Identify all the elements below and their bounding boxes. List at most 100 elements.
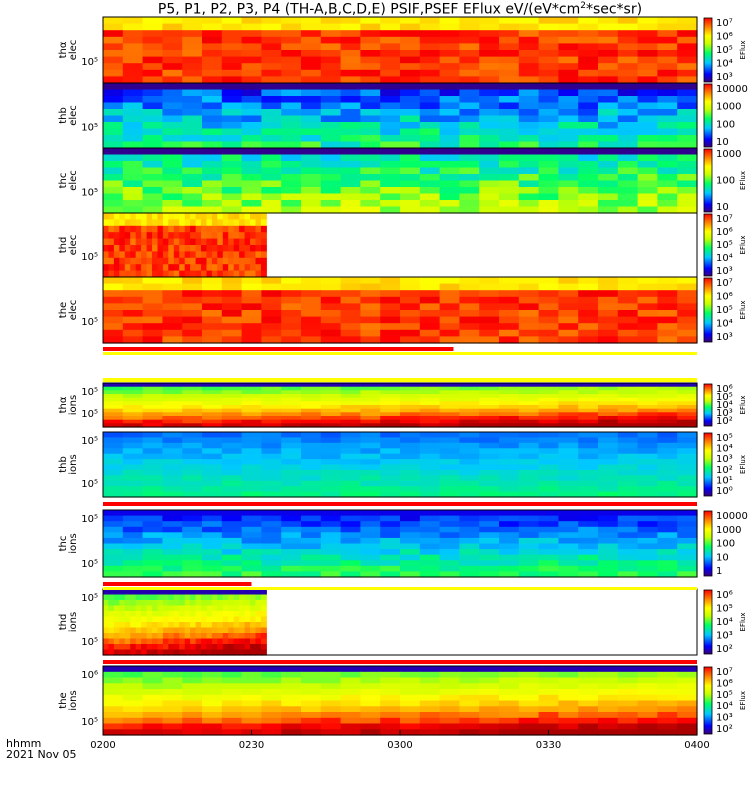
spectrogram-cell — [637, 30, 658, 38]
spectrogram-cell — [360, 76, 381, 84]
spectrogram-cell — [538, 336, 559, 344]
spectrogram-cell — [380, 329, 401, 337]
spectrogram-cell — [142, 193, 163, 201]
spectrogram-cell — [162, 167, 183, 175]
spectrogram-cell — [657, 412, 678, 417]
spectrogram-cell — [124, 627, 131, 634]
spectrogram-cell — [206, 264, 213, 272]
spectrogram-cell — [538, 200, 559, 208]
spectrogram-cell — [201, 594, 207, 601]
spectrogram-cell — [261, 63, 282, 71]
spectrogram-cell — [400, 180, 421, 188]
spectrogram-cell — [202, 677, 223, 684]
spectrogram-cell — [201, 270, 207, 278]
spectrogram-cell — [558, 412, 579, 417]
spectrogram-cell — [578, 723, 599, 730]
spectrogram-cell — [538, 115, 559, 123]
spectrogram-cell — [320, 56, 342, 64]
spectrogram-cell — [301, 475, 322, 482]
spectrogram-cell — [255, 264, 262, 272]
spectrogram-cell — [221, 515, 243, 522]
spectrogram-cell — [255, 616, 262, 623]
spectrogram-cell — [677, 712, 698, 719]
spectrogram-cell — [637, 187, 658, 195]
spectrogram-cell — [261, 706, 282, 713]
colorbar-tick-label: 10⁰ — [716, 486, 733, 497]
spectrogram-cell — [119, 627, 126, 634]
colorbar-tick-label: 10³ — [716, 713, 733, 724]
spectrogram-cell — [211, 638, 218, 645]
spectrogram-cell — [228, 649, 235, 656]
spectrogram-cell — [360, 122, 381, 130]
spectrogram-cell — [261, 689, 282, 696]
spectrogram-cell — [301, 154, 322, 162]
spectrogram-cell — [558, 694, 579, 702]
colorbar-tick-label: 10 — [716, 137, 729, 148]
spectrogram-cell — [617, 712, 639, 719]
spectrogram-cell — [190, 600, 197, 607]
spectrogram-cell — [380, 480, 401, 487]
spectrogram-cell — [201, 627, 207, 634]
spectrogram-cell — [320, 416, 342, 421]
spectrogram-cell — [206, 611, 213, 618]
spectrogram-cell — [162, 649, 169, 656]
spectrogram-cell — [320, 96, 342, 104]
spectrogram-cell — [578, 36, 599, 44]
spectrogram-cell — [301, 323, 322, 331]
spectrogram-cell — [677, 532, 698, 539]
spectrogram-cell — [558, 480, 579, 487]
spectrogram-cell — [419, 206, 441, 214]
spectrogram-cell — [439, 187, 460, 195]
spectrogram-cell — [222, 638, 229, 645]
spectrogram-cell — [261, 23, 282, 31]
spectrogram-cell — [261, 187, 282, 195]
spectrogram-cell — [260, 238, 267, 246]
spectrogram-cell — [122, 666, 144, 673]
spectrogram-cell — [320, 50, 342, 58]
spectrogram-cell — [439, 554, 460, 561]
spectrogram-cell — [637, 316, 658, 324]
spectrogram-cell — [340, 56, 361, 64]
spectrogram-cell — [162, 219, 169, 227]
spectrogram-cell — [360, 423, 381, 428]
spectrogram-cell — [360, 412, 381, 417]
spectrogram-cell — [419, 187, 441, 195]
spectrogram-cell — [202, 729, 223, 736]
spectrogram-cell — [146, 238, 153, 246]
colorbar-tick-label: 1000 — [716, 102, 741, 113]
spectrogram-cell — [380, 394, 401, 399]
spectrogram-cell — [419, 694, 441, 702]
colorbar-tick-label: 10⁷ — [716, 278, 733, 289]
spectrogram-cell — [103, 109, 124, 117]
spectrogram-cell — [184, 627, 191, 634]
spectrogram-cell — [179, 616, 186, 623]
spectrogram-cell — [201, 589, 207, 596]
spectrogram-cell — [142, 565, 163, 572]
spectrogram-cell — [301, 480, 322, 487]
spectrogram-cell — [221, 154, 243, 162]
spectrogram-cell — [499, 397, 520, 402]
spectrogram-cell — [439, 30, 460, 38]
spectrogram-cell — [261, 521, 282, 528]
spectrogram-cell — [558, 30, 579, 38]
spectrogram-cell — [637, 549, 658, 556]
spectrogram-cell — [340, 83, 361, 91]
spectrogram-cell — [152, 649, 158, 656]
spectrogram-cell — [380, 526, 401, 533]
spectrogram-cell — [119, 616, 126, 623]
spectrogram-cell — [301, 17, 322, 25]
spectrogram-cell — [380, 700, 401, 707]
spectrogram-cell — [201, 638, 207, 645]
spectrogram-cell — [657, 405, 678, 410]
colorbar-tick-label: 10¹ — [716, 475, 733, 486]
spectrogram-cell — [179, 264, 186, 272]
spectrogram-cell — [598, 394, 619, 399]
spectrogram-cell — [439, 109, 460, 117]
spectrogram-cell — [221, 141, 243, 149]
spectrogram-cell — [637, 423, 658, 428]
spectrogram-cell — [538, 526, 559, 533]
spectrogram-cell — [103, 594, 109, 601]
spectrogram-cell — [162, 394, 183, 399]
spectrogram-cell — [217, 594, 224, 601]
